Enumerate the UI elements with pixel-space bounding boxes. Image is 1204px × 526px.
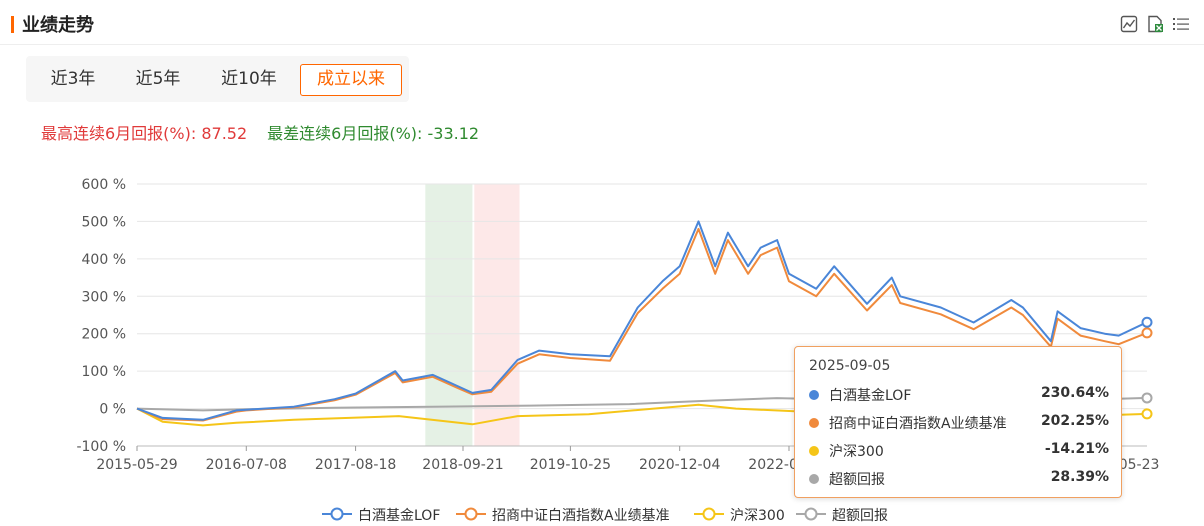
tooltip-name: 招商中证白酒指数A业绩基准 [829,416,1007,432]
tooltip-value: 230.64% [1040,385,1109,401]
tooltip-value: 28.39% [1050,469,1109,485]
legend-label: 超额回报 [832,508,888,524]
y-tick-label: 300 % [82,289,126,305]
tooltip-name: 白酒基金LOF [829,388,912,404]
chart-tooltip: 2025-09-05 白酒基金LOF 230.64% 招商中证白酒指数A业绩基准… [794,346,1122,498]
series-line [136,227,1148,422]
legend-label: 沪深300 [730,508,785,524]
tooltip-dot [809,390,819,400]
series-line [136,220,1148,421]
legend-marker [322,507,352,521]
worst-6m-label: 最差连续6月回报(%): [267,124,423,143]
tooltip-value: 202.25% [1040,413,1109,429]
y-tick-label: 200 % [82,327,126,343]
page-title: 业绩走势 [22,15,94,36]
legend-marker [456,507,486,521]
series-end-point [1141,408,1153,420]
excel-export-icon[interactable] [1146,15,1164,33]
panel-header: 业绩走势 [0,0,1204,45]
tab-3y[interactable]: 近3年 [50,69,96,89]
tooltip-dot [809,446,819,456]
toolbar [1120,15,1190,33]
y-tick-label: 0 % [99,402,126,418]
tab-5y[interactable]: 近5年 [135,69,181,89]
title-accent-bar [11,16,14,33]
best-6m-return: 最高连续6月回报(%): 87.52 [41,124,247,143]
y-tick-label: 400 % [82,252,126,268]
tooltip-name: 超额回报 [829,472,885,488]
return-stats: 最高连续6月回报(%): 87.52 最差连续6月回报(%): -33.12 [41,120,479,144]
series-end-point [1141,316,1153,328]
tooltip-dot [809,418,819,428]
tooltip-value: -14.21% [1044,441,1109,457]
chart-toggle-icon[interactable] [1120,15,1138,33]
tooltip-row-index: 招商中证白酒指数A业绩基准 202.25% [809,413,1109,435]
series-end-point [1141,327,1153,339]
legend-label: 白酒基金LOF [358,508,441,524]
x-tick-label: 2015-05-29 [96,457,177,473]
legend-marker [694,507,724,521]
tooltip-dot [809,474,819,484]
series-end-point [1141,392,1153,404]
y-tick-label: 600 % [82,177,126,193]
tab-since-inception[interactable]: 成立以来 [300,64,402,96]
x-tick-label: 2017-08-18 [315,457,396,473]
highlight-bands [425,184,520,446]
chart-legend: 白酒基金LOF 招商中证白酒指数A业绩基准 沪深300 超额回报 [0,503,1204,525]
y-tick-label: 100 % [82,364,126,380]
highlight-band [474,184,520,446]
tooltip-row-hs300: 沪深300 -14.21% [809,441,1109,463]
y-axis: -100 % 0 % 100 % 200 % 300 % 400 % 500 % 600 % [76,177,126,455]
best-6m-value: 87.52 [201,124,248,143]
range-tabs: 近3年 近5年 近10年 成立以来 [26,56,409,102]
tooltip-date: 2025-09-05 [809,358,891,374]
end-markers [1141,316,1153,420]
legend-label: 招商中证白酒指数A业绩基准 [492,508,670,524]
x-tick-label: 2020-12-04 [639,457,720,473]
y-tick-label: -100 % [76,439,126,455]
worst-6m-return: 最差连续6月回报(%): -33.12 [267,124,479,143]
tooltip-name: 沪深300 [829,444,884,460]
worst-6m-value: -33.12 [427,124,480,143]
legend-marker [796,507,826,521]
y-tick-label: 500 % [82,214,126,230]
list-icon[interactable] [1172,15,1190,33]
x-tick-label: 2018-09-21 [422,457,503,473]
tooltip-row-excess: 超额回报 28.39% [809,469,1109,491]
x-tick-label: 2016-07-08 [206,457,287,473]
x-tick-label: 2019-10-25 [530,457,611,473]
tooltip-row-baijiu: 白酒基金LOF 230.64% [809,385,1109,407]
best-6m-label: 最高连续6月回报(%): [41,124,197,143]
highlight-band [425,184,473,446]
tab-10y[interactable]: 近10年 [221,69,277,89]
